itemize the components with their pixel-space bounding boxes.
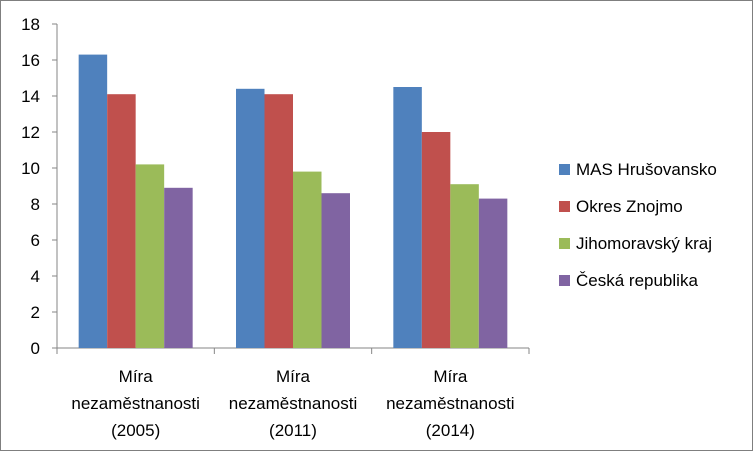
legend-swatch (559, 201, 570, 212)
legend-swatch (559, 164, 570, 175)
legend-swatch (559, 275, 570, 286)
y-tick-label: 12 (21, 123, 40, 142)
bar-3-1 (135, 164, 165, 348)
chart-labels: 0 2 4 6 8 10 12 14 16 18 Míra nezaměstnanosti (2005)… (21, 15, 515, 440)
y-tick-label: 14 (21, 87, 40, 106)
y-tick-label: 0 (31, 339, 40, 358)
bar-4-1 (164, 187, 193, 348)
bar-4-2 (321, 193, 350, 348)
legend-label: Česká republika (576, 271, 698, 290)
legend-swatch (559, 238, 570, 249)
x-category-label: Míra nezaměstnanosti (2014) (386, 367, 515, 440)
y-tick-label: 8 (31, 195, 40, 214)
bar-4-3 (478, 198, 508, 348)
bar-2-1 (107, 94, 136, 348)
bar-1-2 (236, 88, 265, 349)
bar-2-2 (264, 94, 293, 348)
bar-3-2 (293, 171, 322, 348)
chart-bars (78, 54, 508, 349)
legend-label: MAS Hrušovansko (576, 160, 717, 179)
bar-1-1 (78, 54, 108, 348)
bar-2-3 (421, 132, 451, 348)
y-tick-label: 18 (21, 15, 40, 34)
x-category-label: Míra nezaměstnanosti (2011) (229, 367, 358, 440)
y-tick-label: 2 (31, 303, 40, 322)
chart-legend: MAS Hrušovansko Okres Znojmo Jihomoravský … (559, 160, 717, 290)
legend-label: Okres Znojmo (576, 197, 683, 216)
y-tick-label: 4 (31, 267, 40, 286)
y-tick-label: 6 (31, 231, 40, 250)
x-category-label: Míra nezaměstnanosti (2005) (71, 367, 200, 440)
bar-1-3 (393, 87, 422, 348)
legend-label: Jihomoravský kraj (576, 234, 712, 253)
bar-3-3 (450, 184, 479, 348)
y-tick-label: 10 (21, 159, 40, 178)
y-tick-label: 16 (21, 51, 40, 70)
